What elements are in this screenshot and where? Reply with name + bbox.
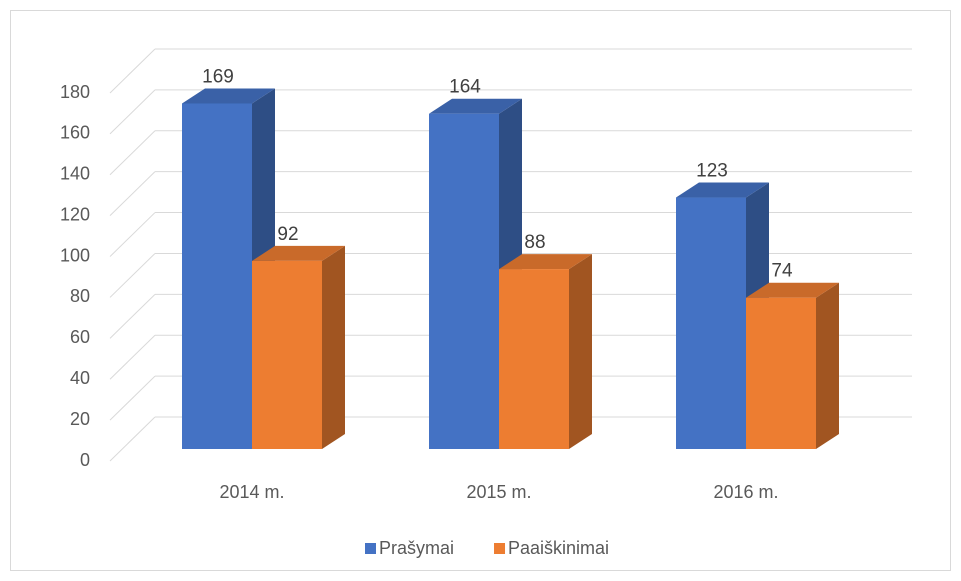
value-label: 92 (277, 224, 298, 245)
bar (252, 245, 345, 449)
bar (499, 254, 592, 449)
grid-line-side (109, 48, 156, 94)
bar-top (252, 245, 345, 261)
bar-front (746, 297, 816, 449)
bar-top (746, 282, 839, 298)
y-tick-label: 140 (60, 164, 90, 184)
bar-front (182, 103, 252, 449)
x-tick-label: 2016 m. (713, 482, 778, 502)
grid-line-side (109, 130, 156, 176)
bar-side (569, 254, 592, 449)
bar-side (322, 245, 345, 449)
bar (676, 182, 769, 450)
bar-top (182, 88, 275, 104)
bar-front (499, 269, 569, 449)
bar-top (499, 254, 592, 270)
bar-top (429, 98, 522, 114)
y-tick-label: 80 (70, 286, 90, 306)
grid-line-side (109, 293, 156, 339)
grid-line-side (109, 89, 156, 135)
legend-label: Prašymai (379, 538, 454, 558)
value-label: 123 (696, 161, 728, 182)
bar-top (676, 182, 769, 198)
value-label: 74 (771, 261, 793, 282)
legend-swatch (494, 543, 506, 554)
grid-line-side (109, 253, 156, 298)
y-tick-label: 160 (60, 123, 90, 143)
y-tick-label: 20 (70, 409, 90, 429)
grid-line-side (109, 375, 156, 421)
value-label: 169 (202, 67, 234, 88)
y-tick-label: 0 (80, 450, 90, 470)
y-tick-label: 60 (70, 327, 90, 347)
x-tick-label: 2014 m. (219, 482, 284, 502)
value-label: 164 (449, 77, 481, 98)
bar (746, 282, 839, 449)
grid-line-side (109, 171, 156, 217)
legend-label: Paaiškinimai (508, 538, 609, 558)
bar-front (252, 260, 322, 449)
value-label: 88 (524, 232, 545, 253)
x-tick-label: 2015 m. (466, 482, 531, 502)
legend-swatch (365, 543, 376, 554)
grid-line-side (109, 416, 156, 462)
y-tick-label: 40 (70, 368, 90, 388)
y-tick-label: 120 (60, 204, 90, 224)
bar-front (676, 197, 746, 449)
bar-side (816, 282, 839, 449)
y-tick-label: 180 (60, 82, 90, 102)
grid-line-side (109, 334, 156, 380)
y-tick-label: 100 (60, 245, 90, 265)
grid-line-side (109, 212, 156, 257)
bar-front (429, 113, 499, 449)
